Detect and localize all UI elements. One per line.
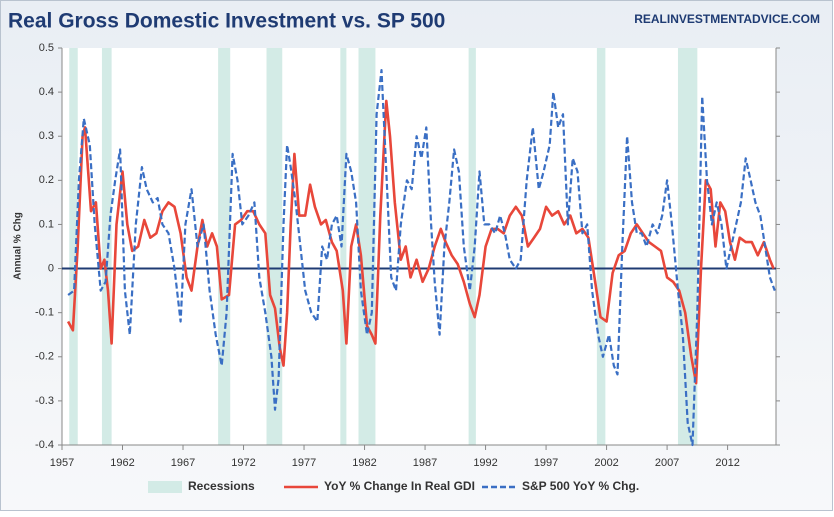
x-tick-label: 1967 bbox=[171, 457, 195, 469]
y-tick-label: 0.3 bbox=[39, 130, 54, 142]
x-tick-label: 1987 bbox=[413, 457, 437, 469]
y-tick-label: -0.1 bbox=[35, 307, 54, 319]
recession-band bbox=[218, 48, 231, 445]
legend-label: S&P 500 YoY % Chg. bbox=[522, 479, 639, 493]
x-tick-label: 2012 bbox=[715, 457, 739, 469]
series-line bbox=[67, 69, 776, 447]
recession-band bbox=[677, 48, 698, 445]
chart-title: Real Gross Domestic Investment vs. SP 50… bbox=[8, 10, 445, 33]
y-tick-label: 0.2 bbox=[39, 174, 54, 186]
x-tick-label: 2007 bbox=[655, 457, 679, 469]
recession-band bbox=[596, 48, 606, 445]
recession-band bbox=[358, 48, 376, 445]
y-axis-label: Annual % Chg bbox=[13, 212, 24, 280]
y-tick-label: 0 bbox=[48, 262, 54, 274]
plot-area bbox=[62, 48, 776, 445]
recession-band bbox=[69, 48, 78, 445]
x-tick-label: 1977 bbox=[292, 457, 316, 469]
series-line bbox=[66, 99, 775, 385]
x-tick-label: 1982 bbox=[352, 457, 376, 469]
y-tick-label: -0.2 bbox=[35, 351, 54, 363]
y-tick-label: 0.5 bbox=[39, 42, 54, 54]
y-tick-label: -0.4 bbox=[35, 439, 54, 451]
x-tick-label: 1962 bbox=[110, 457, 134, 469]
y-tick-label: 0.4 bbox=[39, 86, 54, 98]
x-tick-label: 2002 bbox=[594, 457, 618, 469]
legend-swatch bbox=[148, 481, 182, 493]
x-tick-label: 1997 bbox=[534, 457, 558, 469]
y-tick-label: -0.3 bbox=[35, 395, 54, 407]
legend-label: Recessions bbox=[188, 479, 255, 493]
legend-label: YoY % Change In Real GDI bbox=[324, 479, 475, 493]
recession-band bbox=[340, 48, 347, 445]
x-tick-label: 1992 bbox=[473, 457, 497, 469]
x-tick-label: 1972 bbox=[231, 457, 255, 469]
source: REALINVESTMENTADVICE.COM bbox=[634, 12, 820, 26]
recession-band bbox=[101, 48, 112, 445]
x-tick-label: 1957 bbox=[50, 457, 74, 469]
y-tick-label: 0.1 bbox=[39, 218, 54, 230]
recession-band bbox=[468, 48, 476, 445]
